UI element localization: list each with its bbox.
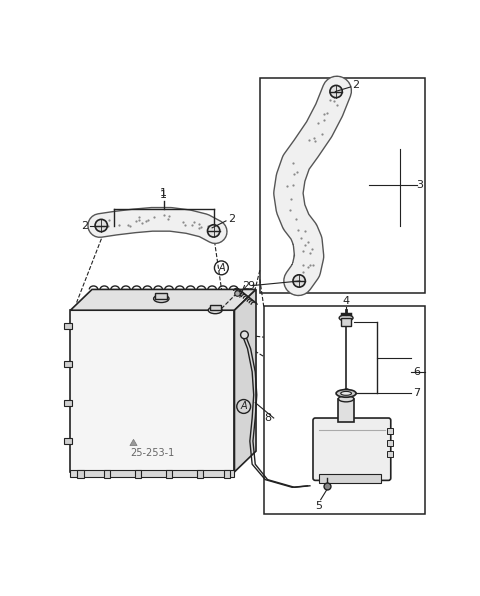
Text: 7: 7 [413, 389, 420, 398]
Bar [387, 428, 393, 434]
Bar [387, 451, 393, 457]
Text: 3: 3 [417, 181, 423, 191]
Text: 4: 4 [343, 296, 349, 306]
Text: A: A [240, 402, 247, 411]
Bar [338, 399, 354, 422]
Polygon shape [71, 290, 256, 311]
Ellipse shape [336, 390, 356, 397]
Text: 1: 1 [160, 188, 167, 198]
Bar [264, 306, 425, 514]
Circle shape [207, 225, 220, 237]
Polygon shape [234, 290, 256, 472]
Bar [155, 293, 168, 299]
Ellipse shape [208, 307, 222, 313]
Text: 1: 1 [160, 190, 167, 200]
Bar [104, 470, 110, 478]
Bar [71, 470, 234, 477]
Text: 9: 9 [247, 281, 254, 291]
Text: 2: 2 [81, 221, 88, 231]
Text: 6: 6 [413, 367, 420, 377]
Circle shape [330, 85, 342, 98]
Circle shape [95, 219, 108, 232]
Bar [64, 361, 72, 367]
Ellipse shape [240, 331, 248, 339]
Text: 2: 2 [242, 281, 250, 291]
Bar [166, 470, 172, 478]
Bar [341, 318, 351, 325]
Bar [64, 322, 72, 329]
Bar [210, 305, 221, 311]
Bar [64, 399, 72, 406]
Text: 8: 8 [264, 413, 271, 423]
Text: 25-253-1: 25-253-1 [130, 448, 174, 458]
Bar [224, 470, 230, 478]
FancyBboxPatch shape [313, 418, 391, 480]
Bar [135, 470, 141, 478]
Ellipse shape [341, 392, 351, 395]
Circle shape [293, 275, 305, 287]
Text: 2: 2 [352, 80, 360, 91]
Text: 2: 2 [228, 215, 236, 224]
Bar [197, 470, 203, 478]
Bar [64, 438, 72, 444]
Ellipse shape [339, 315, 353, 321]
Text: 5: 5 [316, 501, 323, 511]
Bar [77, 470, 84, 478]
Ellipse shape [338, 396, 354, 402]
Bar [319, 474, 381, 483]
Ellipse shape [154, 295, 169, 303]
Bar [387, 440, 393, 446]
Polygon shape [71, 311, 234, 472]
Text: A: A [218, 263, 225, 273]
Bar [260, 77, 425, 293]
